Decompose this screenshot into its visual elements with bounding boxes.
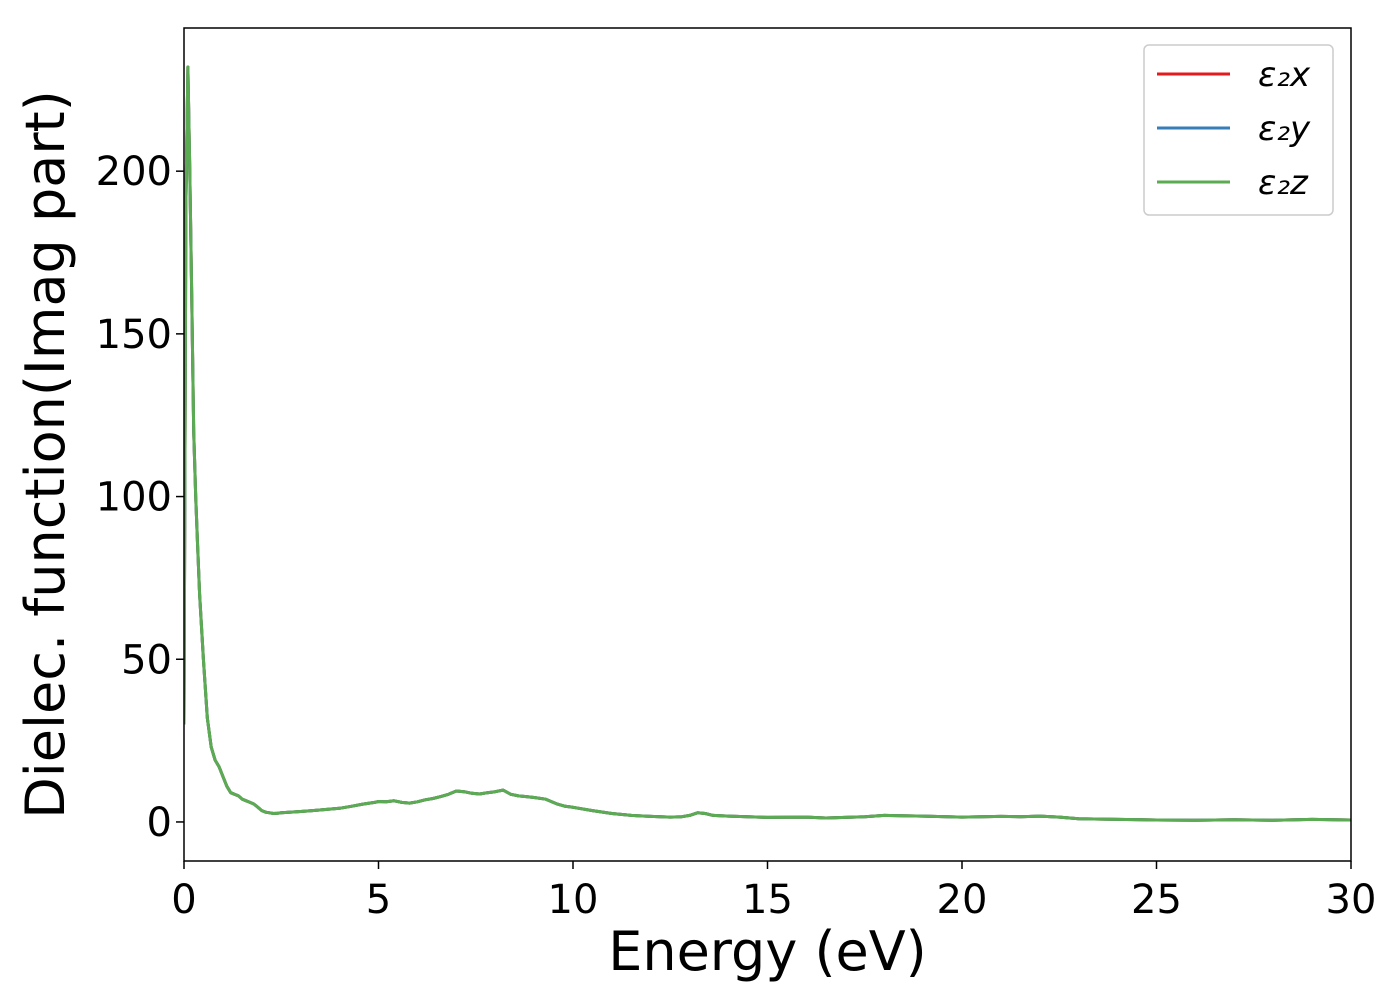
series-layer [184, 65, 1351, 822]
legend-label: ε₂x [1258, 55, 1311, 95]
y-tick-label: 150 [96, 312, 172, 358]
x-tick-label: 20 [937, 877, 988, 923]
x-tick-label: 30 [1326, 877, 1377, 923]
x-tick-label: 5 [366, 877, 391, 923]
x-axis-label: Energy (eV) [608, 920, 927, 983]
legend-box [1143, 44, 1334, 216]
y-axis-ticks: 0 50 100 150 200 [96, 149, 184, 846]
legend: ε₂x ε₂y ε₂z [1143, 44, 1334, 216]
x-tick-label: 0 [171, 877, 196, 923]
legend-label: ε₂z [1258, 163, 1309, 203]
y-tick-label: 200 [96, 149, 172, 195]
series-line-3 [184, 65, 1351, 822]
y-tick-label: 50 [121, 637, 172, 683]
y-tick-label: 100 [96, 475, 172, 521]
legend-label: ε₂y [1258, 109, 1311, 149]
x-tick-label: 15 [742, 877, 793, 923]
x-tick-label: 25 [1131, 877, 1182, 923]
x-tick-label: 10 [548, 877, 599, 923]
y-axis-label: Dielec. function(Imag part) [14, 90, 77, 819]
x-axis-ticks: 0 5 10 15 20 25 30 [171, 861, 1376, 923]
y-tick-label: 0 [147, 800, 172, 846]
